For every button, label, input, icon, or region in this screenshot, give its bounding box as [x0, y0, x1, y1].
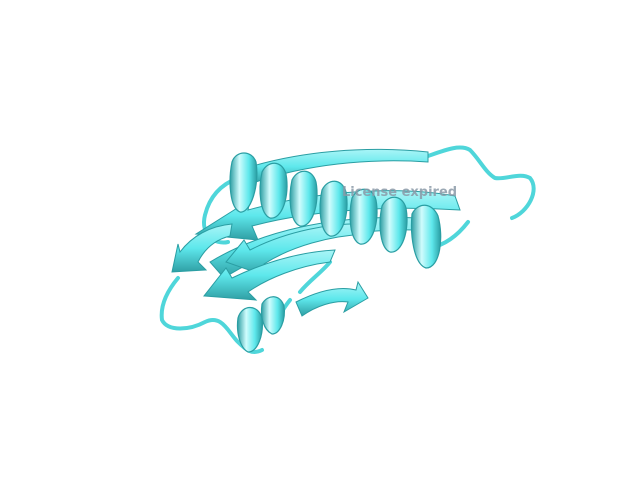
strand-7 [295, 280, 369, 317]
alpha-helix [229, 152, 442, 269]
strand-6 [171, 223, 233, 273]
coil-loops [159, 145, 536, 354]
strand-1 [239, 148, 429, 185]
strand-5 [203, 249, 336, 301]
lower-helix [236, 296, 285, 353]
